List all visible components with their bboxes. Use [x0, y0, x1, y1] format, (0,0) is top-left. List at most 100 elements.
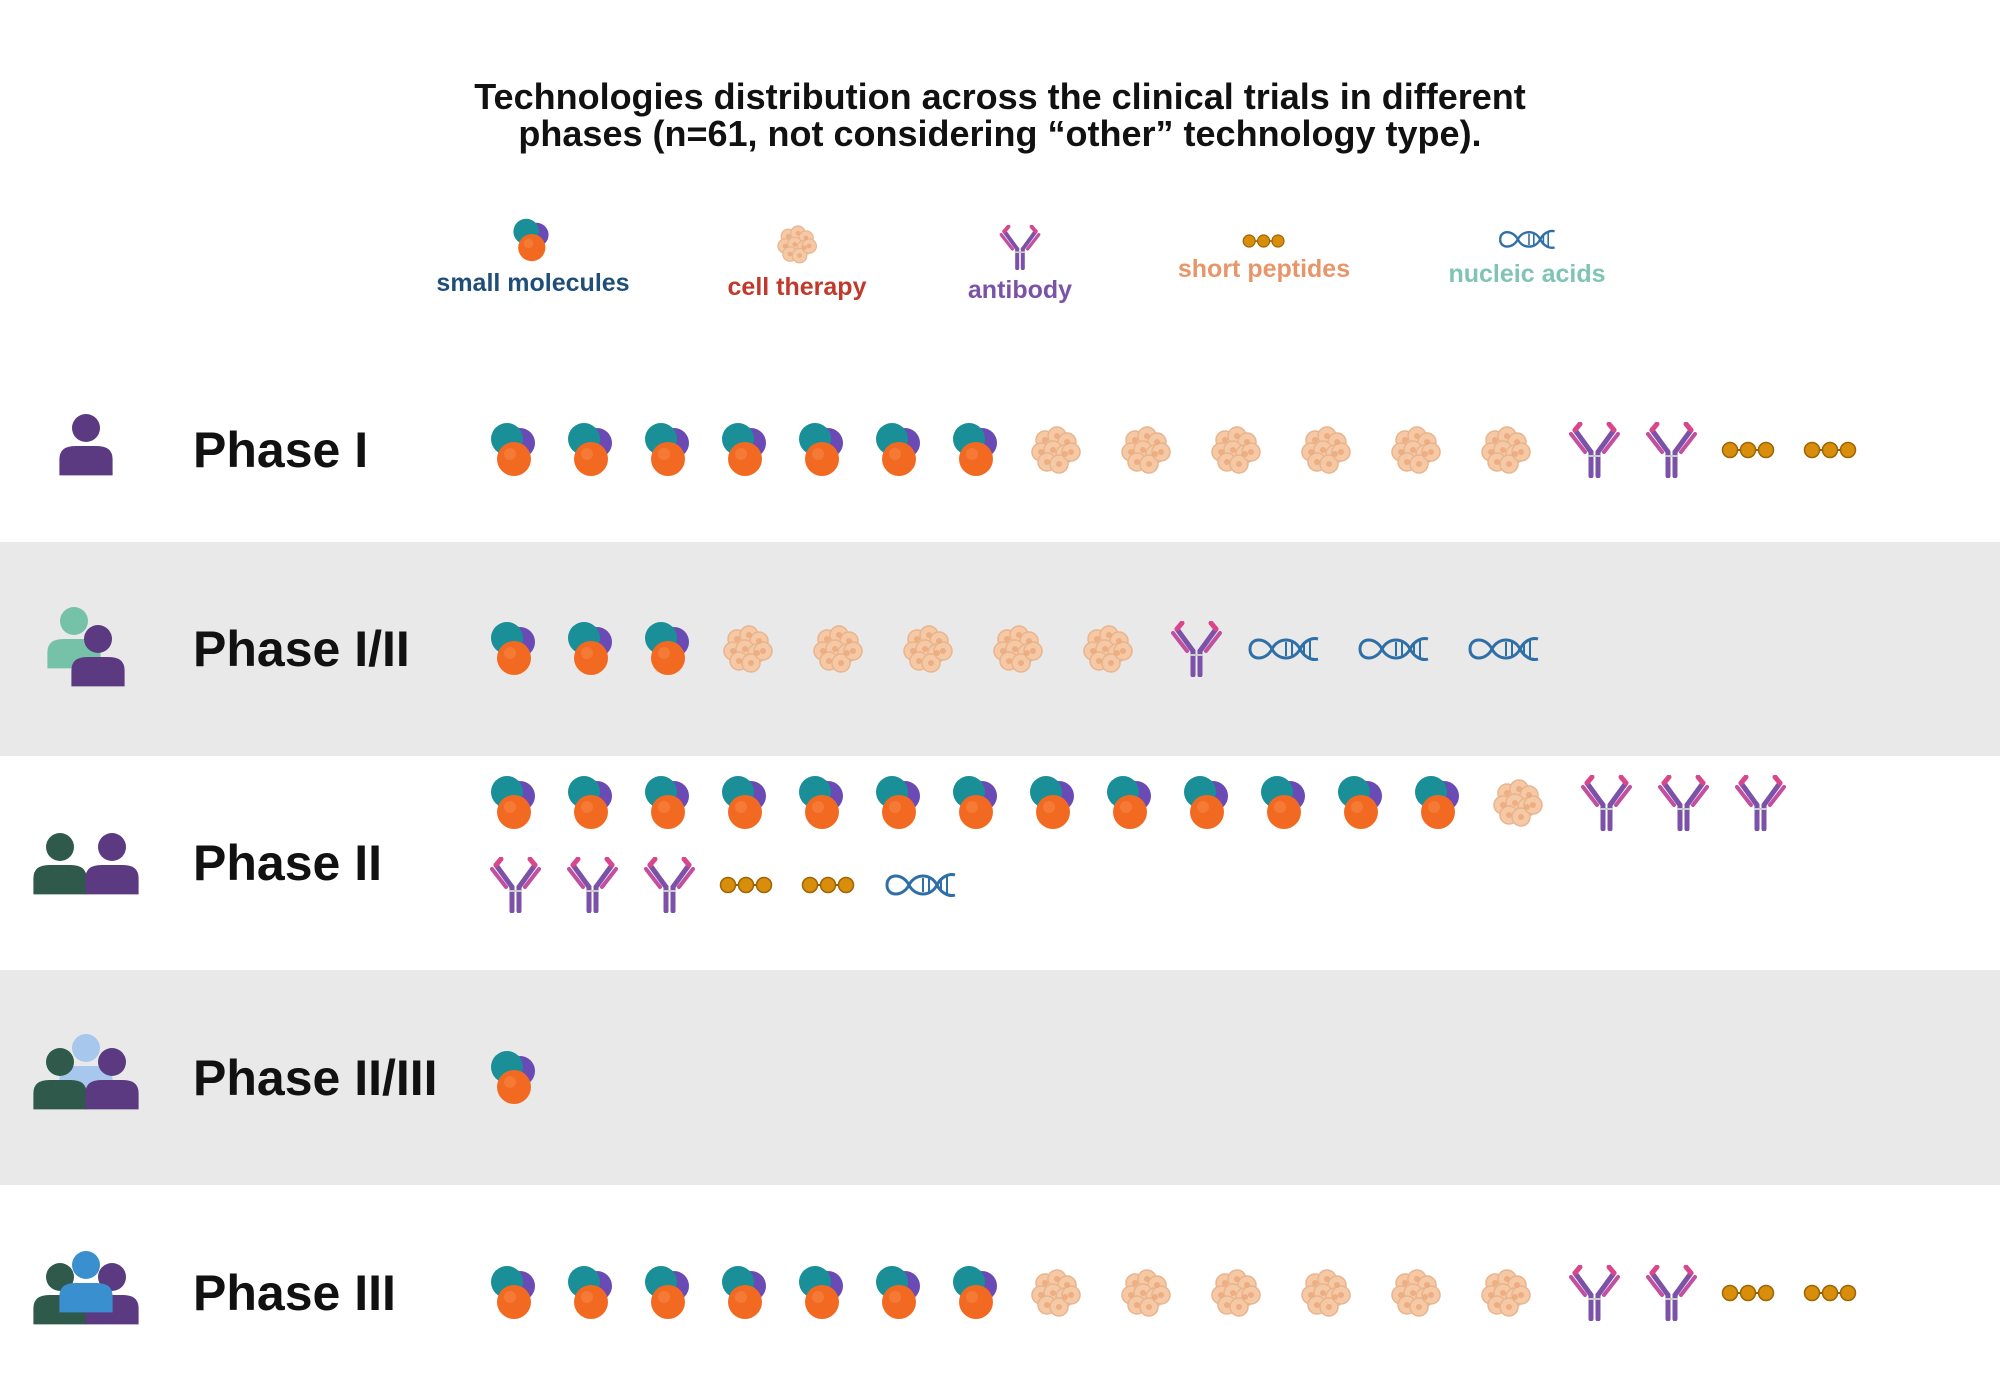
- small-molecule-mark: [796, 422, 850, 483]
- small-molecule-mark: [642, 621, 696, 682]
- short-peptide-mark: [1803, 440, 1857, 465]
- antibody-mark: [1579, 774, 1633, 836]
- short-peptide-mark: [1721, 1283, 1775, 1308]
- cell-therapy-mark: [1297, 1265, 1355, 1326]
- nucleic-acid-mark: [1246, 631, 1322, 672]
- small-molecule-mark: [950, 1265, 1004, 1326]
- cell-therapy-mark: [1027, 422, 1085, 483]
- legend-label: small molecules: [436, 268, 630, 297]
- phase-label: Phase II/III: [193, 1049, 438, 1106]
- small-molecule-mark: [642, 1265, 696, 1326]
- nucleic-acid-mark: [1466, 631, 1542, 672]
- legend-item-antibody: antibody: [900, 225, 1140, 305]
- chart-title-line-1: Technologies distribution across the cli…: [474, 76, 1526, 117]
- small-molecule-mark: [1181, 775, 1235, 836]
- small-molecule-mark: [642, 422, 696, 483]
- phase-label: Phase I: [193, 421, 369, 478]
- small-molecule-mark: [565, 775, 619, 836]
- phase-row: Phase II/III: [0, 970, 2000, 1185]
- chart-title: Technologies distribution across the cli…: [0, 78, 2000, 152]
- small-molecule-mark: [642, 775, 696, 836]
- small-molecule-mark: [873, 775, 927, 836]
- cell-therapy-mark: [809, 621, 867, 682]
- small-molecule-mark: [488, 1265, 542, 1326]
- phase-label: Phase II: [193, 835, 382, 891]
- antibody-mark: [1733, 774, 1787, 836]
- cell-therapy-mark: [1477, 422, 1535, 483]
- short-peptide-icon: [1144, 233, 1384, 249]
- cell-therapy-mark: [1117, 1265, 1175, 1326]
- small-molecule-mark: [1258, 775, 1312, 836]
- antibody-mark: [1644, 421, 1698, 483]
- legend-label: short peptides: [1177, 255, 1351, 283]
- phase-row: Phase I/II: [0, 542, 2000, 756]
- small-molecule-mark: [950, 422, 1004, 483]
- short-peptide-mark: [1803, 1283, 1857, 1308]
- cell-therapy-mark: [1079, 621, 1137, 682]
- small-molecule-mark: [950, 775, 1004, 836]
- legend-item-small-molecule: small molecules: [413, 218, 653, 298]
- antibody-mark: [1656, 774, 1710, 836]
- phase-label: Phase III: [193, 1264, 396, 1321]
- cell-therapy-mark: [899, 621, 957, 682]
- cell-therapy-mark: [1027, 1265, 1085, 1326]
- small-molecule-mark: [796, 775, 850, 836]
- phase-row: Phase I: [0, 357, 2000, 542]
- small-molecule-mark: [796, 1265, 850, 1326]
- small-molecule-mark: [719, 775, 773, 836]
- chart-title-line-2: phases (n=61, not considering “other” te…: [518, 113, 1482, 154]
- nucleic-acid-mark: [883, 867, 959, 908]
- short-peptide-mark: [801, 875, 855, 900]
- two-persons-side-icon: [26, 817, 146, 914]
- cell-therapy-mark: [1117, 422, 1175, 483]
- cell-therapy-mark: [1297, 422, 1355, 483]
- small-molecule-mark: [565, 621, 619, 682]
- small-molecule-mark: [488, 422, 542, 483]
- antibody-mark: [488, 856, 542, 918]
- small-molecule-mark: [1412, 775, 1466, 836]
- cell-therapy-icon: [677, 222, 917, 267]
- three-persons-front-icon: [26, 1247, 146, 1344]
- small-molecule-mark: [1104, 775, 1158, 836]
- cell-therapy-mark: [1387, 422, 1445, 483]
- small-molecule-mark: [488, 775, 542, 836]
- legend-label: nucleic acids: [1448, 259, 1606, 288]
- phase-row: Phase III: [0, 1185, 2000, 1400]
- legend-label: cell therapy: [727, 272, 867, 301]
- small-molecule-icon: [413, 218, 653, 263]
- legend-item-cell-therapy: cell therapy: [677, 222, 917, 302]
- cell-therapy-mark: [989, 621, 1047, 682]
- small-molecule-mark: [873, 1265, 927, 1326]
- small-molecule-mark: [488, 621, 542, 682]
- cell-therapy-mark: [719, 621, 777, 682]
- small-molecule-mark: [719, 422, 773, 483]
- single-person-icon: [26, 404, 146, 501]
- small-molecule-mark: [1335, 775, 1389, 836]
- small-molecule-mark: [488, 1050, 542, 1111]
- antibody-mark: [1567, 421, 1621, 483]
- small-molecule-mark: [565, 1265, 619, 1326]
- phase-row: Phase II: [0, 756, 2000, 970]
- cell-therapy-mark: [1387, 1265, 1445, 1326]
- antibody-mark: [642, 856, 696, 918]
- nucleic-acid-icon: [1407, 225, 1647, 254]
- cell-therapy-mark: [1489, 775, 1547, 836]
- short-peptide-mark: [1721, 440, 1775, 465]
- legend-item-nucleic-acid: nucleic acids: [1407, 225, 1647, 289]
- cell-therapy-mark: [1477, 1265, 1535, 1326]
- three-persons-icon: [26, 1032, 146, 1129]
- antibody-icon: [900, 225, 1140, 270]
- antibody-mark: [565, 856, 619, 918]
- small-molecule-mark: [1027, 775, 1081, 836]
- antibody-mark: [1169, 620, 1223, 682]
- nucleic-acid-mark: [1356, 631, 1432, 672]
- small-molecule-mark: [719, 1265, 773, 1326]
- antibody-mark: [1567, 1264, 1621, 1326]
- small-molecule-mark: [565, 422, 619, 483]
- two-persons-icon: [26, 603, 146, 700]
- small-molecule-mark: [873, 422, 927, 483]
- legend-label: antibody: [967, 275, 1073, 304]
- cell-therapy-mark: [1207, 1265, 1265, 1326]
- cell-therapy-mark: [1207, 422, 1265, 483]
- legend-item-short-peptide: short peptides: [1144, 233, 1384, 284]
